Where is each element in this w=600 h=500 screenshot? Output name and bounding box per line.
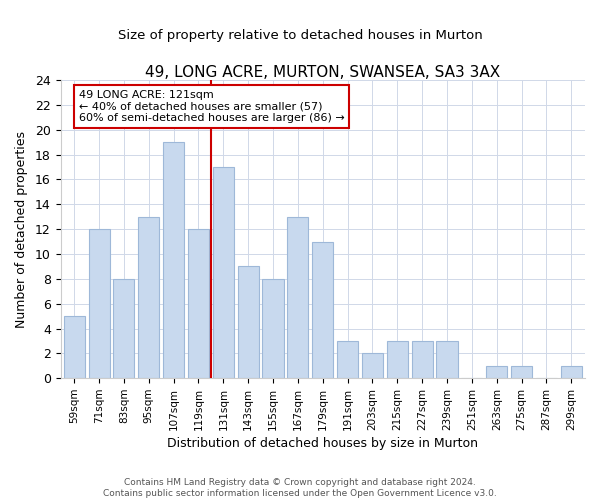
Bar [64, 316, 85, 378]
Title: 49, LONG ACRE, MURTON, SWANSEA, SA3 3AX: 49, LONG ACRE, MURTON, SWANSEA, SA3 3AX [145, 65, 500, 80]
Bar [337, 341, 358, 378]
Bar [113, 279, 134, 378]
Bar [412, 341, 433, 378]
Text: 49 LONG ACRE: 121sqm
← 40% of detached houses are smaller (57)
60% of semi-detac: 49 LONG ACRE: 121sqm ← 40% of detached h… [79, 90, 344, 123]
Bar [262, 279, 284, 378]
Bar [188, 229, 209, 378]
Text: Size of property relative to detached houses in Murton: Size of property relative to detached ho… [118, 30, 482, 43]
Bar [511, 366, 532, 378]
Bar [387, 341, 408, 378]
Bar [89, 229, 110, 378]
Y-axis label: Number of detached properties: Number of detached properties [15, 130, 28, 328]
Bar [436, 341, 458, 378]
Bar [486, 366, 508, 378]
Bar [238, 266, 259, 378]
Bar [561, 366, 582, 378]
Bar [362, 354, 383, 378]
Bar [163, 142, 184, 378]
Text: Contains HM Land Registry data © Crown copyright and database right 2024.
Contai: Contains HM Land Registry data © Crown c… [103, 478, 497, 498]
Bar [287, 216, 308, 378]
X-axis label: Distribution of detached houses by size in Murton: Distribution of detached houses by size … [167, 437, 478, 450]
Bar [138, 216, 160, 378]
Bar [213, 167, 234, 378]
Bar [312, 242, 334, 378]
